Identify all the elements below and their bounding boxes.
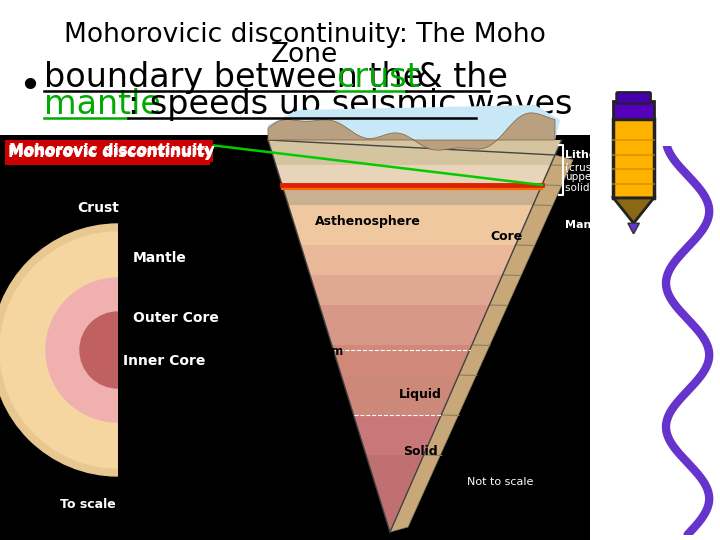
Text: Mohorovic discontinuity: Mohorovic discontinuity (8, 145, 214, 160)
Text: (crust and: (crust and (565, 162, 618, 172)
Polygon shape (268, 140, 562, 165)
Text: 5,100 km: 5,100 km (282, 405, 343, 418)
Bar (0, 135, 590, 540)
Polygon shape (301, 245, 516, 275)
Polygon shape (354, 415, 441, 455)
Text: Mohorovicic discontinuity: The Moho: Mohorovicic discontinuity: The Moho (64, 22, 546, 48)
Bar (613, 101, 654, 119)
Text: Liquid: Liquid (399, 388, 441, 401)
Polygon shape (320, 305, 490, 345)
Text: 2,900 km: 2,900 km (282, 345, 343, 358)
Circle shape (46, 278, 190, 422)
Text: Inner Core: Inner Core (123, 354, 205, 368)
Wedge shape (118, 219, 249, 481)
Polygon shape (366, 455, 423, 532)
FancyBboxPatch shape (613, 119, 654, 198)
Text: Lithosphere: Lithosphere (565, 150, 639, 160)
Polygon shape (288, 205, 533, 245)
Bar (5, 141, 210, 165)
FancyBboxPatch shape (616, 92, 651, 104)
Text: crust: crust (336, 61, 420, 94)
Text: & the: & the (406, 61, 508, 94)
Text: Mohorovic discontinuity: Mohorovic discontinuity (9, 144, 215, 159)
Text: upper-most: upper-most (565, 172, 625, 182)
Polygon shape (268, 105, 560, 140)
Polygon shape (628, 223, 639, 234)
Polygon shape (310, 275, 503, 305)
Polygon shape (282, 185, 542, 205)
Bar (5, 140, 213, 162)
Text: Mantle: Mantle (565, 220, 608, 230)
Text: boundary between the: boundary between the (44, 61, 433, 94)
Text: Solid: Solid (402, 445, 437, 458)
Circle shape (0, 232, 236, 468)
Polygon shape (276, 165, 551, 185)
Text: Outer Core: Outer Core (133, 311, 219, 325)
Text: mantle: mantle (44, 88, 161, 121)
Polygon shape (332, 345, 472, 375)
Text: : speeds up seismic waves: : speeds up seismic waves (127, 88, 572, 121)
Text: To scale: To scale (60, 498, 116, 511)
Polygon shape (341, 375, 459, 415)
Circle shape (0, 232, 236, 468)
Text: Crust: Crust (77, 201, 119, 215)
Text: Not to scale: Not to scale (467, 477, 534, 487)
Text: Mantle: Mantle (133, 251, 187, 265)
Polygon shape (268, 113, 555, 150)
Polygon shape (613, 198, 654, 223)
Text: 6,378 km: 6,378 km (282, 500, 347, 513)
Text: Core: Core (490, 230, 522, 243)
Circle shape (80, 312, 156, 388)
Text: •: • (18, 68, 41, 106)
Polygon shape (390, 155, 573, 532)
Circle shape (0, 224, 244, 476)
Text: solid mantle): solid mantle) (565, 182, 634, 192)
Text: Zone: Zone (271, 42, 338, 68)
Text: Asthenosphere: Asthenosphere (315, 215, 421, 228)
